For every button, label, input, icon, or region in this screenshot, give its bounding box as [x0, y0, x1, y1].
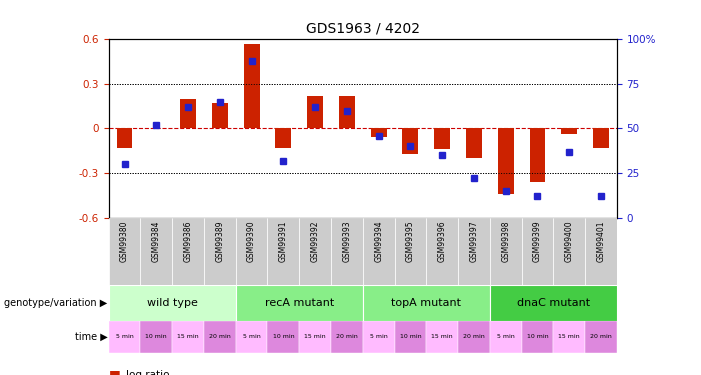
Text: GSM99386: GSM99386 [184, 221, 193, 262]
Text: 5 min: 5 min [497, 334, 515, 339]
Bar [204, 321, 236, 352]
Bar [562, 128, 577, 134]
Text: GSM99398: GSM99398 [501, 221, 510, 262]
Bar [363, 321, 395, 352]
Text: GDS1963 / 4202: GDS1963 / 4202 [306, 22, 420, 36]
Text: 15 min: 15 min [559, 334, 580, 339]
Bar [553, 217, 585, 285]
Bar [140, 217, 172, 285]
Bar [236, 217, 268, 285]
Text: 10 min: 10 min [526, 334, 548, 339]
Text: 5 min: 5 min [369, 334, 388, 339]
Bar [593, 128, 609, 148]
Bar [395, 217, 426, 285]
Bar [331, 217, 363, 285]
Bar [498, 128, 514, 194]
Bar [204, 217, 236, 285]
Bar [140, 321, 172, 352]
Bar [585, 217, 617, 285]
Text: 5 min: 5 min [243, 334, 261, 339]
Text: time ▶: time ▶ [74, 332, 107, 342]
Bar [268, 217, 299, 285]
Bar [236, 321, 268, 352]
Text: GSM99401: GSM99401 [597, 221, 606, 262]
Bar [434, 128, 450, 149]
Text: GSM99390: GSM99390 [247, 221, 256, 262]
Bar [116, 128, 132, 148]
Bar [363, 285, 490, 321]
Bar [490, 285, 617, 321]
Text: 20 min: 20 min [336, 334, 358, 339]
Bar [363, 217, 395, 285]
Text: dnaC mutant: dnaC mutant [517, 298, 590, 308]
Text: 15 min: 15 min [431, 334, 453, 339]
Bar [172, 321, 204, 352]
Text: 10 min: 10 min [273, 334, 294, 339]
Text: GSM99391: GSM99391 [279, 221, 288, 262]
Text: log ratio: log ratio [126, 370, 170, 375]
Text: genotype/variation ▶: genotype/variation ▶ [4, 298, 107, 308]
Text: wild type: wild type [147, 298, 198, 308]
Text: 15 min: 15 min [304, 334, 326, 339]
Bar [109, 321, 140, 352]
Text: recA mutant: recA mutant [264, 298, 334, 308]
Bar [522, 217, 553, 285]
Text: 20 min: 20 min [590, 334, 612, 339]
Bar [553, 321, 585, 352]
Text: GSM99392: GSM99392 [311, 221, 320, 262]
Text: GSM99396: GSM99396 [437, 221, 447, 262]
Bar [490, 321, 522, 352]
Text: 15 min: 15 min [177, 334, 199, 339]
Text: 20 min: 20 min [463, 334, 485, 339]
Bar [180, 99, 196, 128]
Bar [331, 321, 363, 352]
Text: 10 min: 10 min [146, 334, 167, 339]
Bar [458, 321, 490, 352]
Text: 20 min: 20 min [209, 334, 231, 339]
Text: topA mutant: topA mutant [391, 298, 461, 308]
Bar [339, 96, 355, 128]
Bar [395, 321, 426, 352]
Bar [585, 321, 617, 352]
Bar [529, 128, 545, 182]
Bar [109, 285, 236, 321]
Bar [490, 217, 522, 285]
Bar [244, 44, 259, 128]
Text: GSM99397: GSM99397 [470, 221, 479, 262]
Bar [299, 217, 331, 285]
Bar [426, 321, 458, 352]
Bar [522, 321, 553, 352]
Bar [371, 128, 386, 137]
Text: GSM99380: GSM99380 [120, 221, 129, 262]
Text: 10 min: 10 min [400, 334, 421, 339]
Text: ■: ■ [109, 369, 121, 375]
Text: GSM99399: GSM99399 [533, 221, 542, 262]
Bar [212, 103, 228, 128]
Text: 5 min: 5 min [116, 334, 133, 339]
Text: GSM99395: GSM99395 [406, 221, 415, 262]
Bar [109, 217, 140, 285]
Bar [402, 128, 418, 154]
Bar [275, 128, 292, 148]
Bar [172, 217, 204, 285]
Text: GSM99400: GSM99400 [565, 221, 573, 262]
Text: GSM99394: GSM99394 [374, 221, 383, 262]
Bar [426, 217, 458, 285]
Bar [466, 128, 482, 158]
Bar [307, 96, 323, 128]
Bar [299, 321, 331, 352]
Text: GSM99384: GSM99384 [152, 221, 161, 262]
Bar [268, 321, 299, 352]
Bar [236, 285, 363, 321]
Text: GSM99389: GSM99389 [215, 221, 224, 262]
Bar [458, 217, 490, 285]
Text: GSM99393: GSM99393 [342, 221, 351, 262]
